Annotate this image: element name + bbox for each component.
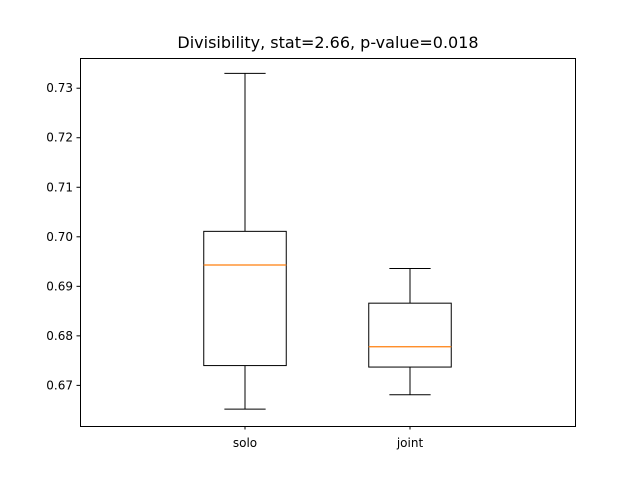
x-tick-label-joint: joint	[396, 436, 424, 450]
y-tick-label-5: 0.72	[46, 131, 73, 145]
chart-title: Divisibility, stat=2.66, p-value=0.018	[177, 33, 478, 52]
y-tick-label-0: 0.67	[46, 378, 73, 392]
box-solo	[203, 230, 287, 367]
x-tick-label-solo: solo	[233, 436, 257, 450]
box-joint	[368, 302, 452, 368]
y-tick-label-4: 0.71	[46, 180, 73, 194]
plot-area: 0.67 0.68 0.69 0.70 0.71 0.72 0.73 solo joint	[46, 72, 452, 450]
y-tick-label-6: 0.73	[46, 81, 73, 95]
y-tick-label-1: 0.68	[46, 329, 73, 343]
y-tick-label-2: 0.69	[46, 279, 73, 293]
y-tick-label-3: 0.70	[46, 230, 73, 244]
axes-frame	[80, 58, 576, 427]
